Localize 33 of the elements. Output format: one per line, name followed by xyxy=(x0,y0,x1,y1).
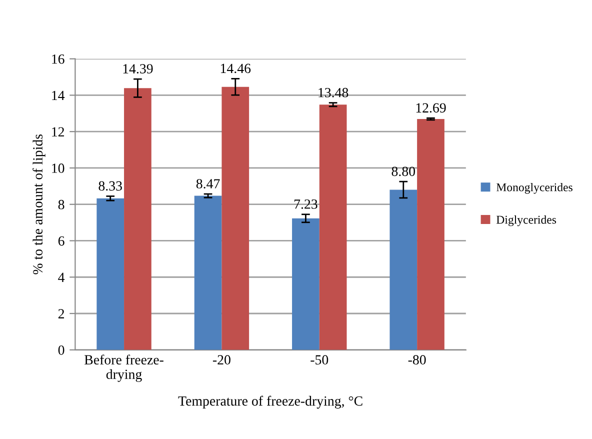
y-tick-label: 6 xyxy=(58,236,64,246)
x-tick-label: -80 xyxy=(408,355,426,365)
data-label: 13.48 xyxy=(318,88,348,98)
bar xyxy=(96,198,124,350)
data-label: 14.46 xyxy=(220,64,251,74)
y-axis-title: % to the amount of lipids xyxy=(32,134,46,274)
bar xyxy=(194,196,222,350)
data-label: 14.39 xyxy=(123,64,153,74)
data-label: 7.23 xyxy=(294,199,318,209)
data-label: 12.69 xyxy=(416,103,446,113)
y-tick-label: 8 xyxy=(58,200,64,210)
y-tick-label: 16 xyxy=(52,54,64,64)
bar xyxy=(417,119,444,350)
y-tick-label: 0 xyxy=(58,345,64,355)
data-label: 8.33 xyxy=(98,181,122,191)
bar xyxy=(390,190,418,350)
y-tick-label: 10 xyxy=(52,164,64,173)
y-tick-label: 14 xyxy=(52,90,65,100)
bar xyxy=(292,218,320,350)
y-tick-label: 4 xyxy=(58,272,65,282)
y-tick-label: 12 xyxy=(52,127,64,136)
x-tick-label: Before freeze-drying xyxy=(84,354,164,382)
data-label: 8.80 xyxy=(392,166,416,176)
x-tick-label: -20 xyxy=(212,355,230,365)
x-tick-label: -50 xyxy=(310,355,328,365)
bar xyxy=(319,104,347,350)
y-tick-label: 2 xyxy=(58,309,64,318)
bar xyxy=(124,88,152,350)
bar xyxy=(222,86,250,350)
legend-label: Monoglycerides xyxy=(496,182,572,194)
data-label: 8.47 xyxy=(196,179,220,188)
legend-label: Diglycerides xyxy=(496,215,556,226)
x-axis-title: Temperature of freeze-drying, °C xyxy=(178,396,362,409)
